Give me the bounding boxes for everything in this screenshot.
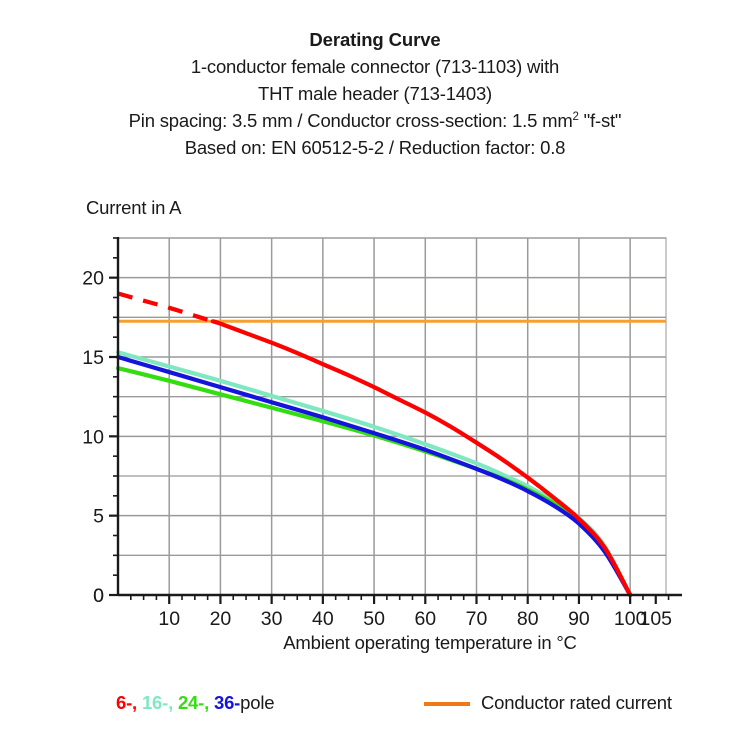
spacing-exponent: 2 xyxy=(572,110,579,123)
y-axis-tick-label: 5 xyxy=(93,506,104,528)
x-axis-tick-label: 50 xyxy=(363,608,385,630)
series-line-6-pole xyxy=(210,319,633,598)
legend-pole-entries: 6-, 16-, 24-, 36-pole xyxy=(116,692,275,714)
x-axis-tick-label: 30 xyxy=(261,608,283,630)
legend-pole-part-2: 24-, xyxy=(177,692,214,713)
y-axis-tick-label: 0 xyxy=(93,585,104,607)
series-line-6-pole-dashed xyxy=(117,291,214,324)
y-axis-tick-label: 10 xyxy=(82,426,104,448)
legend-pole-part-1: 16-, xyxy=(141,692,178,713)
origin-label: 0 xyxy=(93,585,104,607)
x-axis-tick-label: 60 xyxy=(414,608,436,630)
figure-subtitle-header: THT male header (713-1403) xyxy=(257,83,493,104)
x-axis-tick-label: 80 xyxy=(517,608,539,630)
plot-area-frame xyxy=(117,237,667,596)
legend-pole-part-3: 36- xyxy=(214,692,241,713)
x-axis-tick-label: 100 xyxy=(614,608,647,630)
figure-subtitle-spacing: Pin spacing: 3.5 mm / Conductor cross-se… xyxy=(0,107,750,134)
legend-rated-current-label: Conductor rated current xyxy=(481,692,672,713)
figure-title-block: Derating Curve 1-conductor female connec… xyxy=(0,26,750,161)
spacing-text-a: Pin spacing: 3.5 mm / Conductor cross-se… xyxy=(128,110,573,131)
x-axis-tick-label: 90 xyxy=(568,608,590,630)
y-axis-tick-label: 20 xyxy=(82,268,104,290)
spacing-text-b: "f-st" xyxy=(578,110,622,131)
x-axis-tick-label: 70 xyxy=(466,608,488,630)
x-axis-tick-label: 40 xyxy=(312,608,334,630)
x-axis-tick-label: 20 xyxy=(210,608,232,630)
x-axis-tick-label: 105 xyxy=(639,608,672,630)
legend-pole-part-0: 6-, xyxy=(116,692,142,713)
figure-subtitle-connector: 1-conductor female connector (713-1103) … xyxy=(190,56,560,77)
rated-current-swatch xyxy=(424,702,470,706)
chart-legend: 6-, 16-, 24-, 36-pole Conductor rated cu… xyxy=(0,692,750,722)
series-line-36-pole xyxy=(115,354,633,598)
legend-rated-current-entry: Conductor rated current xyxy=(424,692,672,714)
legend-pole-part-4: pole xyxy=(240,692,275,713)
y-axis-label: Current in A xyxy=(86,197,182,218)
x-axis-tick-label: 10 xyxy=(158,608,180,630)
x-axis-label: Ambient operating temperature in °C xyxy=(283,632,577,653)
figure-subtitle-standard: Based on: EN 60512-5-2 / Reduction facto… xyxy=(184,137,566,158)
y-axis-tick-label: 15 xyxy=(82,347,104,369)
figure-title: Derating Curve xyxy=(309,29,441,50)
